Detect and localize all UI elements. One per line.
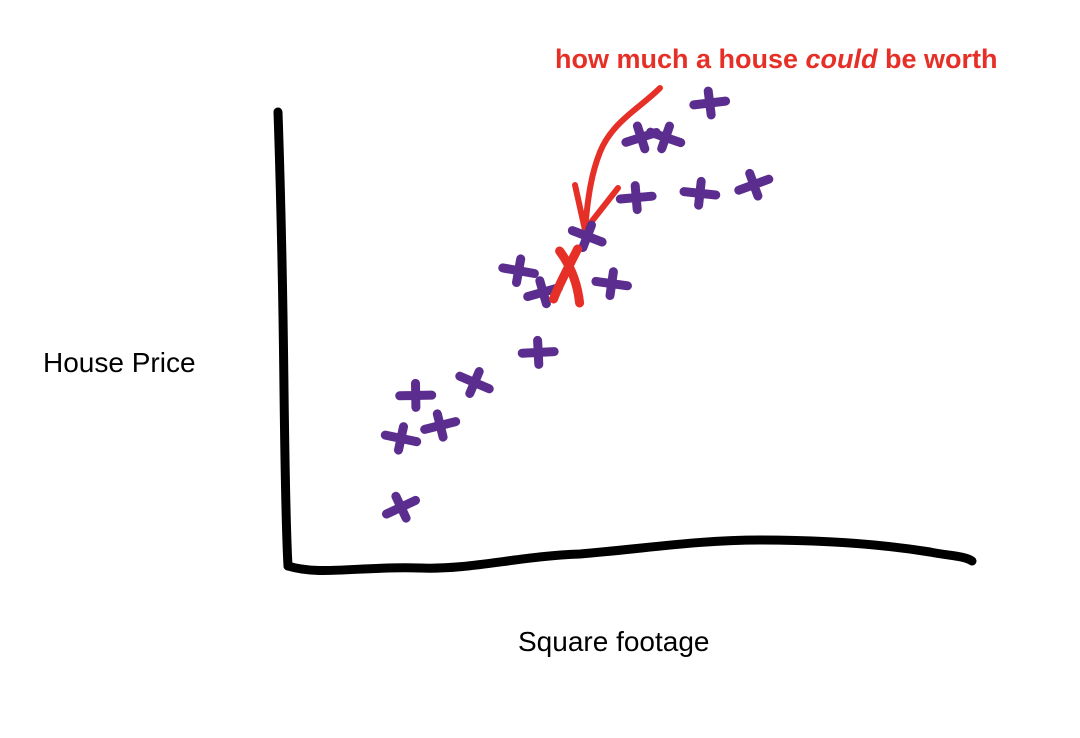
data-point: [380, 422, 422, 455]
x-axis-label: Square footage: [518, 626, 710, 657]
annotation-label: how much a house could be worth: [555, 44, 998, 74]
data-point: [615, 181, 657, 215]
data-point: [455, 367, 494, 398]
data-point: [567, 220, 607, 252]
x-axis-line: [283, 535, 977, 576]
data-point: [646, 121, 686, 154]
data-point: [395, 378, 437, 412]
data-point: [679, 176, 721, 210]
data-point: [689, 86, 731, 120]
y-axis-label: House Price: [43, 347, 196, 378]
y-axis-line: [273, 107, 293, 571]
data-point: [591, 267, 632, 300]
data-point: [420, 409, 461, 442]
data-points: [380, 86, 774, 523]
highlighted-point: [549, 244, 585, 308]
data-point: [498, 254, 539, 287]
data-point: [734, 168, 774, 201]
data-point: [517, 335, 559, 369]
data-point: [382, 491, 420, 523]
highlighted-point-group: [549, 244, 585, 308]
annotation-arrow: [572, 85, 663, 233]
